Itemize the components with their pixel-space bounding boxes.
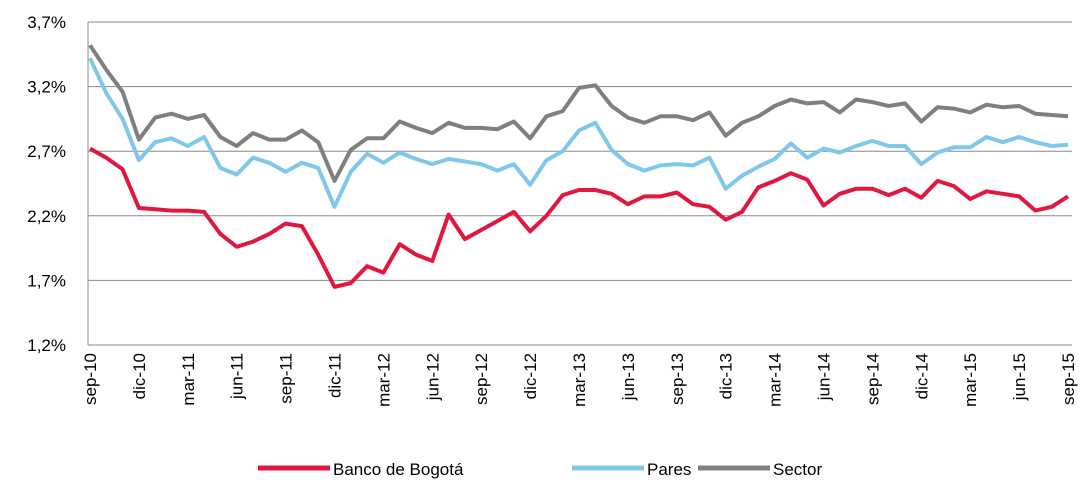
x-tick-label: mar-15 [961,353,980,407]
y-tick-label: 1,2% [27,336,66,355]
x-tick-label: dic-13 [717,353,736,399]
x-tick-label: jun-15 [1010,353,1029,401]
legend-label: Sector [773,460,822,479]
y-tick-label: 3,2% [27,78,66,97]
x-tick-label: sep-13 [668,353,687,405]
y-tick-label: 2,2% [27,207,66,226]
x-tick-label: dic-14 [912,353,931,399]
x-tick-label: sep-10 [81,353,100,405]
x-tick-label: sep-14 [863,353,882,405]
x-tick-label: sep-12 [472,353,491,405]
x-tick-label: mar-14 [766,353,785,407]
x-tick-label: dic-11 [326,353,345,398]
x-tick-label: sep-15 [1059,353,1078,405]
x-tick-label: dic-12 [521,353,540,399]
legend-label: Banco de Bogotá [333,460,464,479]
x-tick-label: jun-14 [815,353,834,401]
x-tick-label: jun-12 [423,353,442,401]
x-tick-label: jun-11 [228,353,247,400]
y-tick-label: 2,7% [27,142,66,161]
series-line [88,57,1069,209]
legend-label: Pares [647,460,691,479]
x-tick-label: mar-12 [374,353,393,407]
x-tick-label: dic-10 [130,353,149,399]
x-tick-label: sep-11 [277,353,296,404]
x-tick-label: mar-11 [179,353,198,406]
y-tick-label: 3,7% [27,13,66,32]
x-tick-label: mar-13 [570,353,589,407]
series-line [88,44,1069,183]
series-line [89,146,1070,289]
x-tick-label: jun-13 [619,353,638,401]
y-tick-label: 1,7% [27,271,66,290]
